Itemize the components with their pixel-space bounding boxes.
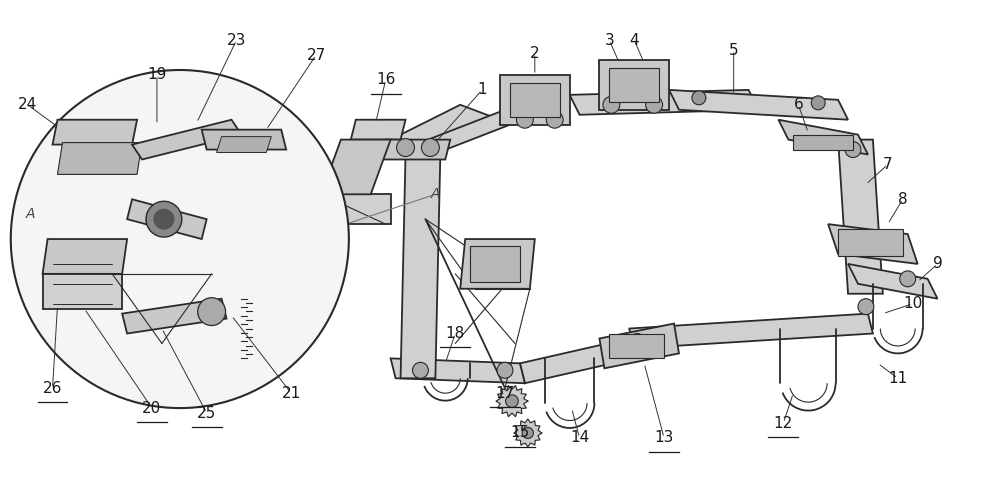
Polygon shape	[420, 110, 510, 158]
Circle shape	[546, 111, 563, 128]
Polygon shape	[127, 199, 207, 239]
Text: A: A	[26, 207, 35, 221]
Circle shape	[146, 201, 182, 237]
Text: 17: 17	[495, 386, 515, 401]
Polygon shape	[599, 324, 679, 369]
Text: 27: 27	[306, 47, 326, 63]
Text: 21: 21	[282, 386, 301, 401]
Polygon shape	[401, 155, 440, 378]
Circle shape	[412, 362, 428, 378]
Text: 24: 24	[18, 97, 37, 112]
Text: 2: 2	[530, 45, 540, 61]
Polygon shape	[838, 229, 903, 256]
Circle shape	[154, 209, 174, 229]
Polygon shape	[609, 333, 664, 358]
Circle shape	[845, 142, 861, 158]
Circle shape	[692, 91, 706, 105]
Polygon shape	[470, 246, 520, 282]
Polygon shape	[570, 90, 759, 115]
Polygon shape	[609, 68, 659, 102]
Circle shape	[421, 139, 439, 157]
Polygon shape	[793, 135, 853, 150]
Text: 4: 4	[629, 33, 639, 47]
Polygon shape	[132, 120, 241, 160]
Text: 20: 20	[142, 401, 162, 415]
Polygon shape	[599, 60, 669, 110]
Circle shape	[646, 96, 663, 113]
Circle shape	[506, 395, 518, 408]
Text: 3: 3	[605, 33, 614, 47]
Text: 1: 1	[477, 82, 487, 97]
Polygon shape	[341, 194, 391, 224]
Polygon shape	[460, 239, 535, 289]
Text: 19: 19	[147, 68, 167, 82]
Polygon shape	[838, 140, 883, 294]
Polygon shape	[43, 239, 127, 274]
Text: 8: 8	[898, 192, 908, 207]
Text: 25: 25	[197, 406, 216, 420]
Polygon shape	[828, 224, 918, 264]
Text: 23: 23	[227, 33, 246, 47]
Polygon shape	[381, 105, 500, 160]
Polygon shape	[202, 129, 286, 150]
Polygon shape	[321, 140, 391, 194]
Polygon shape	[629, 314, 873, 348]
Circle shape	[11, 70, 349, 408]
Text: A: A	[431, 187, 440, 201]
Polygon shape	[496, 386, 528, 416]
Circle shape	[516, 111, 533, 128]
Text: 13: 13	[654, 430, 674, 446]
Text: 18: 18	[446, 326, 465, 341]
Polygon shape	[778, 120, 868, 155]
Text: 14: 14	[570, 430, 589, 446]
Text: 5: 5	[729, 42, 738, 58]
Text: 16: 16	[376, 73, 395, 87]
Text: 12: 12	[774, 415, 793, 430]
Circle shape	[900, 271, 916, 287]
Text: 6: 6	[793, 97, 803, 112]
Polygon shape	[520, 338, 634, 383]
Polygon shape	[351, 120, 406, 140]
Circle shape	[198, 298, 226, 326]
Polygon shape	[510, 83, 560, 117]
Circle shape	[603, 96, 620, 113]
Text: 11: 11	[888, 371, 907, 386]
Circle shape	[497, 362, 513, 378]
Text: 26: 26	[43, 381, 62, 396]
Circle shape	[397, 139, 414, 157]
Polygon shape	[669, 90, 848, 120]
Text: 7: 7	[883, 157, 893, 172]
Text: 10: 10	[903, 296, 922, 311]
Polygon shape	[381, 140, 450, 160]
Circle shape	[487, 254, 507, 274]
Polygon shape	[122, 299, 227, 333]
Polygon shape	[58, 143, 142, 174]
Circle shape	[855, 236, 871, 252]
Circle shape	[629, 333, 645, 349]
Polygon shape	[53, 120, 137, 145]
Circle shape	[858, 299, 874, 315]
Text: 9: 9	[933, 256, 942, 271]
Polygon shape	[848, 264, 938, 299]
Polygon shape	[514, 419, 542, 447]
Circle shape	[811, 96, 825, 110]
Text: 15: 15	[510, 425, 530, 441]
Polygon shape	[217, 137, 271, 153]
Polygon shape	[500, 75, 570, 124]
Polygon shape	[391, 358, 525, 383]
Polygon shape	[43, 274, 122, 309]
Circle shape	[522, 427, 533, 439]
